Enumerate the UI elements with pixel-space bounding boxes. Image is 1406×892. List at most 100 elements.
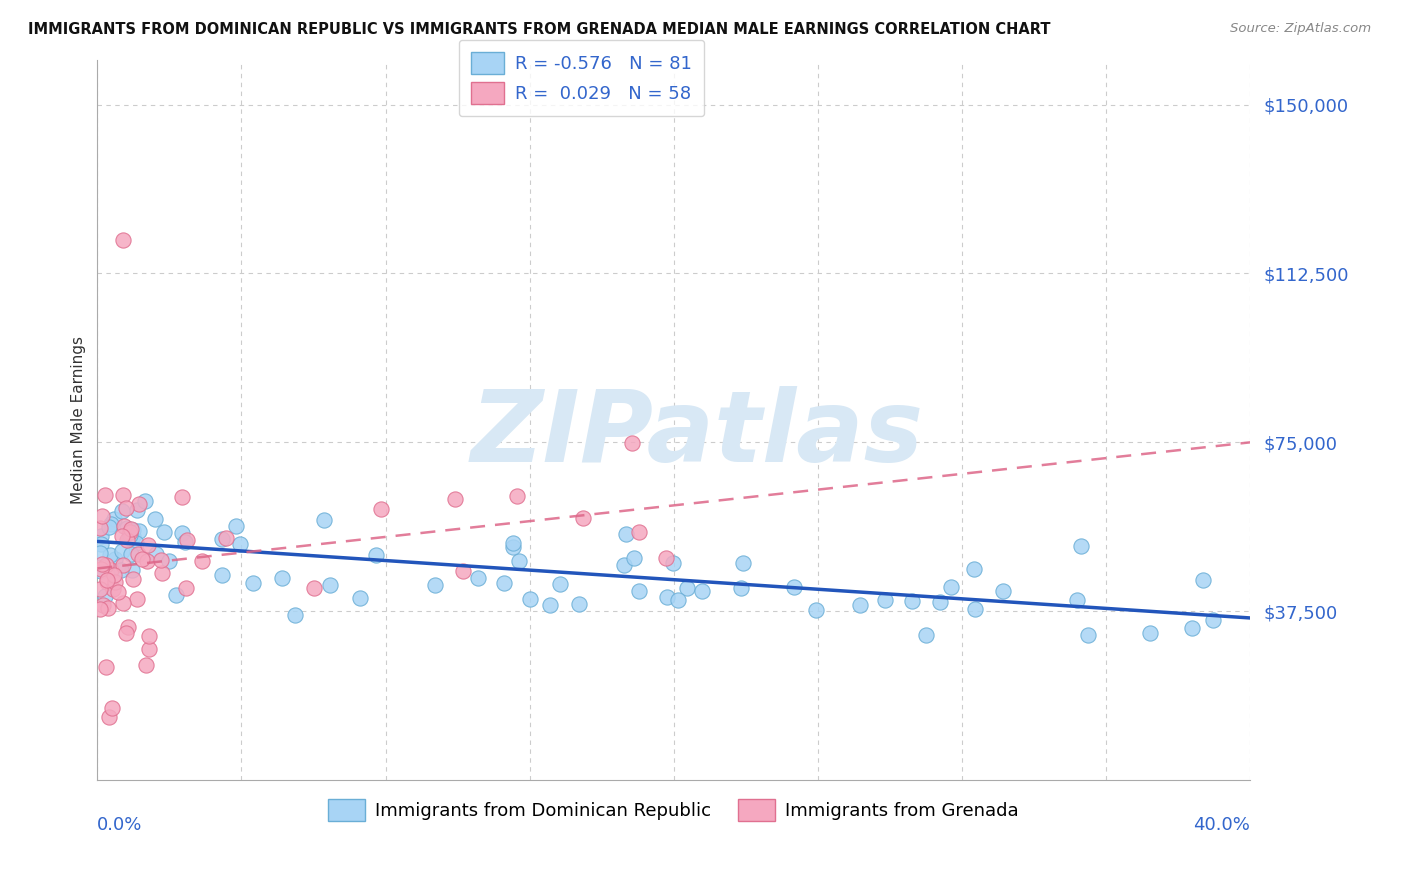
Point xyxy=(94,558,117,573)
Point xyxy=(502,536,524,550)
Point xyxy=(98,519,121,533)
Point xyxy=(655,550,678,565)
Point xyxy=(319,578,342,592)
Point xyxy=(103,512,125,526)
Point xyxy=(149,553,172,567)
Point xyxy=(122,572,145,586)
Point xyxy=(100,563,122,577)
Point xyxy=(963,601,986,615)
Point xyxy=(134,494,156,508)
Point xyxy=(366,548,388,562)
Point xyxy=(302,581,325,595)
Point xyxy=(215,532,238,546)
Point xyxy=(89,582,111,596)
Point xyxy=(112,596,135,610)
Point xyxy=(120,522,142,536)
Point xyxy=(502,540,524,554)
Point xyxy=(118,524,141,539)
Point xyxy=(271,571,294,585)
Text: Source: ZipAtlas.com: Source: ZipAtlas.com xyxy=(1230,22,1371,36)
Point xyxy=(100,517,122,532)
Point xyxy=(620,435,643,450)
Point xyxy=(90,557,112,571)
Point xyxy=(89,546,111,560)
Point xyxy=(90,565,112,579)
Point xyxy=(115,533,138,547)
Point xyxy=(93,598,115,612)
Point xyxy=(97,600,120,615)
Point xyxy=(125,535,148,549)
Point xyxy=(112,233,135,247)
Point xyxy=(120,528,142,542)
Point xyxy=(117,521,139,535)
Point xyxy=(112,519,135,533)
Point xyxy=(100,701,122,715)
Text: 0.0%: 0.0% xyxy=(97,816,143,834)
Point xyxy=(170,525,193,540)
Point xyxy=(115,625,138,640)
Point xyxy=(89,601,111,615)
Point xyxy=(120,547,142,561)
Legend: Immigrants from Dominican Republic, Immigrants from Grenada: Immigrants from Dominican Republic, Immi… xyxy=(321,792,1026,829)
Point xyxy=(312,513,335,527)
Text: IMMIGRANTS FROM DOMINICAN REPUBLIC VS IMMIGRANTS FROM GRENADA MEDIAN MALE EARNIN: IMMIGRANTS FROM DOMINICAN REPUBLIC VS IM… xyxy=(28,22,1050,37)
Point xyxy=(662,556,685,570)
Point xyxy=(90,561,112,575)
Point xyxy=(170,490,193,504)
Point xyxy=(176,582,198,596)
Point xyxy=(191,554,214,568)
Point xyxy=(122,529,145,543)
Point xyxy=(98,548,121,562)
Point xyxy=(138,629,160,643)
Point xyxy=(423,578,446,592)
Point xyxy=(676,581,699,595)
Point xyxy=(96,574,118,589)
Point xyxy=(548,577,571,591)
Point xyxy=(453,564,475,578)
Point xyxy=(117,620,139,634)
Point xyxy=(111,529,134,543)
Point xyxy=(1139,626,1161,640)
Point xyxy=(176,533,198,547)
Point xyxy=(627,524,650,539)
Point xyxy=(152,566,174,581)
Point xyxy=(1077,628,1099,642)
Point xyxy=(97,710,120,724)
Point xyxy=(103,568,125,582)
Point xyxy=(1066,593,1088,607)
Point xyxy=(128,497,150,511)
Text: ZIPatlas: ZIPatlas xyxy=(470,385,924,483)
Point xyxy=(103,582,125,596)
Point xyxy=(96,574,118,588)
Point xyxy=(90,529,112,543)
Point xyxy=(242,576,264,591)
Point xyxy=(145,547,167,561)
Point xyxy=(90,537,112,551)
Point xyxy=(90,508,112,523)
Text: 40.0%: 40.0% xyxy=(1194,816,1250,834)
Point xyxy=(112,488,135,502)
Point xyxy=(993,583,1015,598)
Point xyxy=(104,575,127,590)
Y-axis label: Median Male Earnings: Median Male Earnings xyxy=(72,335,86,504)
Point xyxy=(443,491,465,506)
Point xyxy=(127,502,149,516)
Point xyxy=(89,521,111,535)
Point xyxy=(568,597,591,611)
Point xyxy=(122,523,145,537)
Point xyxy=(929,595,952,609)
Point xyxy=(135,554,157,568)
Point xyxy=(538,599,561,613)
Point xyxy=(571,511,593,525)
Point xyxy=(627,584,650,599)
Point xyxy=(94,589,117,603)
Point xyxy=(901,593,924,607)
Point xyxy=(112,558,135,572)
Point xyxy=(467,571,489,585)
Point xyxy=(229,537,252,551)
Point xyxy=(666,592,689,607)
Point xyxy=(915,628,938,642)
Point xyxy=(153,524,176,539)
Point xyxy=(939,580,962,594)
Point xyxy=(104,552,127,566)
